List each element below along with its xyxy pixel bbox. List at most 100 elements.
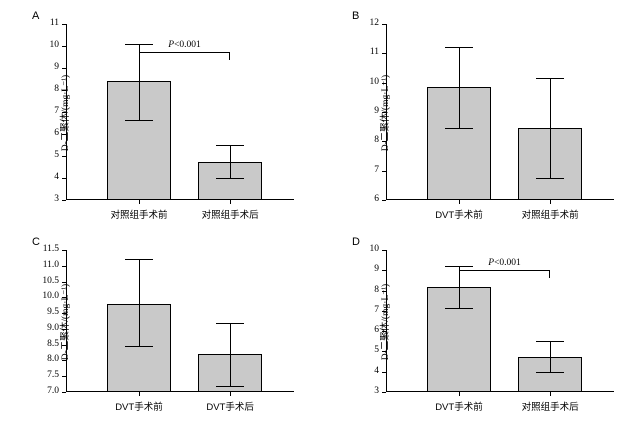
y-tick: [62, 200, 66, 201]
error-bar-cap-2-upper: [216, 322, 245, 324]
x-tick-label-2: DVT手术后: [206, 402, 254, 413]
y-tick-label: 12: [369, 18, 380, 28]
y-tick: [62, 297, 66, 299]
y-tick-label: 7.0: [47, 386, 59, 396]
panel-letter-b: B: [352, 10, 360, 22]
x-tick-1: [458, 392, 460, 396]
y-tick-label: 6: [54, 128, 59, 138]
error-bar-cap-2-upper: [536, 78, 565, 80]
bracket-left-tick: [458, 270, 460, 278]
y-tick-label: 4: [54, 172, 59, 182]
y-tick-label: 6: [374, 325, 379, 336]
y-tick-label: 9.5: [47, 307, 59, 318]
error-bar-cap-1-upper: [444, 266, 473, 268]
y-tick: [62, 112, 66, 113]
y-tick: [62, 281, 66, 283]
y-tick-label: 7: [374, 164, 379, 175]
x-tick-1: [458, 200, 460, 204]
error-bar-cap-1-upper: [444, 47, 473, 49]
y-tick: [382, 112, 386, 113]
y-tick: [382, 290, 386, 292]
y-tick: [382, 82, 386, 84]
x-tick-label-1: DVT手术前: [435, 210, 483, 221]
y-tick: [62, 24, 66, 25]
y-tick: [62, 178, 66, 179]
error-bar-cap-1-lower: [444, 128, 473, 130]
y-tick-label: 3: [374, 386, 379, 396]
y-tick: [382, 351, 386, 353]
bracket-right-tick: [549, 270, 551, 278]
bracket-left-tick: [138, 52, 140, 60]
bracket-horizontal: [138, 52, 231, 53]
bracket-right-tick: [229, 52, 231, 60]
y-tick-label: 8: [374, 135, 379, 146]
x-tick-2: [230, 392, 232, 396]
panel-letter-a: A: [32, 10, 40, 22]
y-tick-label: 4: [374, 365, 379, 376]
error-bar-cap-2-upper: [536, 341, 565, 343]
y-axis-label: D-二聚体/(mg·L⁻¹): [381, 283, 391, 361]
error-bar-line-1: [458, 47, 460, 129]
y-tick-label: 8: [54, 84, 59, 94]
y-tick-label: 5: [374, 345, 379, 356]
p-italic: P: [488, 258, 495, 268]
y-tick-label: 10.0: [42, 291, 59, 302]
y-tick-label: 6: [374, 194, 379, 204]
significance-label: P<0.001: [459, 258, 550, 268]
x-tick-label-2: 对照组手术前: [521, 210, 579, 221]
y-tick-label: 11: [369, 47, 379, 58]
y-tick: [62, 156, 66, 157]
y-tick: [382, 53, 386, 55]
y-tick-label: 8.0: [47, 354, 59, 365]
panel-letter-c: C: [32, 236, 40, 248]
y-tick: [62, 376, 66, 378]
y-tick: [382, 170, 386, 172]
x-tick-label-1: DVT手术前: [115, 402, 163, 413]
axis-frame: [386, 24, 614, 200]
y-tick-label: 11: [49, 18, 59, 28]
y-tick: [62, 328, 66, 330]
y-tick-label: 9.0: [47, 322, 59, 333]
error-bar-cap-1-upper: [124, 43, 153, 45]
error-bar-line-1: [138, 43, 140, 120]
x-tick-label-2: 对照组手术后: [521, 402, 579, 413]
y-tick: [62, 265, 66, 267]
error-bar-cap-2-lower: [536, 371, 565, 373]
y-tick-label: 9: [374, 106, 379, 116]
error-bar-cap-1-lower: [444, 307, 473, 309]
y-tick-label: 5: [54, 150, 59, 160]
y-tick-label: 7: [374, 304, 379, 315]
y-tick: [382, 270, 386, 272]
y-tick-label: 8: [374, 284, 379, 295]
y-tick: [382, 331, 386, 333]
y-tick: [382, 310, 386, 312]
bracket-horizontal: [458, 270, 551, 271]
axis-frame: [66, 24, 294, 200]
x-tick-label-2: 对照组手术后: [201, 210, 259, 221]
x-tick-1: [138, 200, 140, 204]
y-tick: [62, 344, 66, 346]
axis-frame: [386, 250, 614, 392]
y-tick-label: 10: [369, 76, 380, 87]
y-tick-label: 7: [54, 106, 59, 116]
y-tick: [62, 313, 66, 315]
y-tick: [382, 141, 386, 143]
error-bar-cap-2-lower: [216, 385, 245, 387]
y-tick: [382, 250, 386, 251]
p-value-text: <0.001: [494, 258, 521, 268]
error-bar-line-1: [458, 266, 460, 308]
x-tick-2: [550, 392, 552, 396]
error-bar-cap-2-upper: [216, 145, 245, 146]
x-tick-1: [138, 392, 140, 396]
p-value-text: <0.001: [174, 40, 201, 50]
y-tick-label: 3: [54, 194, 59, 204]
y-tick: [382, 371, 386, 373]
y-tick: [382, 24, 386, 25]
x-tick-2: [550, 200, 552, 204]
error-bar-line-2: [230, 322, 232, 386]
bar-2: [198, 161, 263, 200]
